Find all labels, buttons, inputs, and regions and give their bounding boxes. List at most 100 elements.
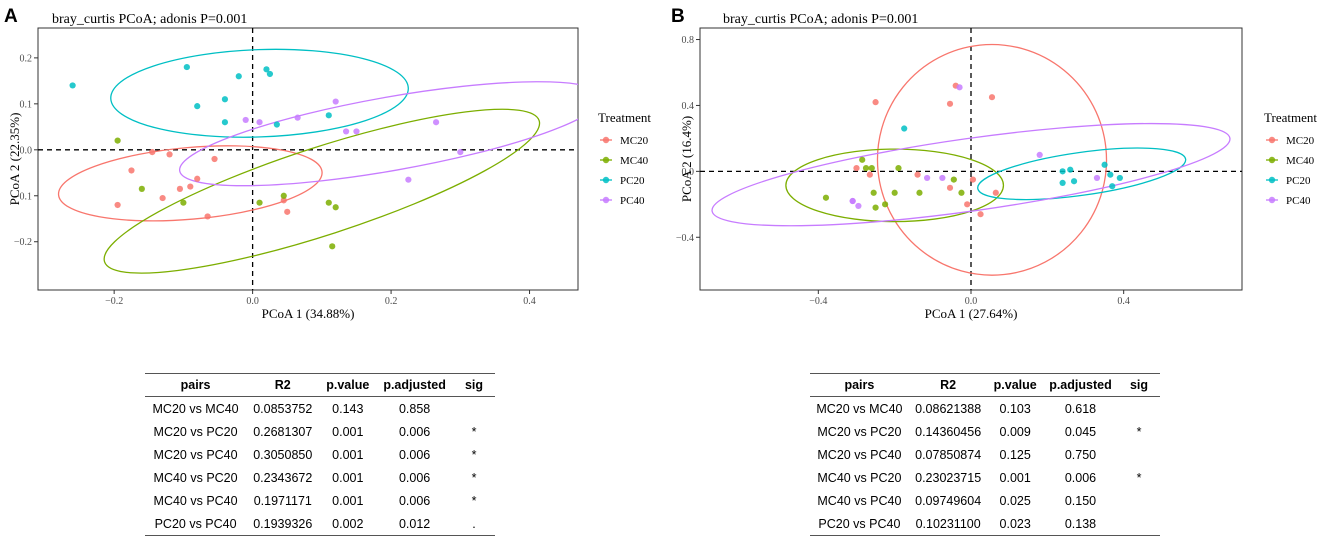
cell-p-value: 0.103	[999, 401, 1031, 416]
point-mc40	[329, 243, 336, 250]
cell-r2: 0.0853752	[253, 401, 313, 416]
point-pc20	[1116, 174, 1123, 182]
table-row: MC40 vs PC40 0.09749604 0.025 0.150	[810, 489, 1160, 512]
table-row: MC20 vs PC20 0.14360456 0.009 0.045 *	[810, 420, 1160, 443]
cell-pairs: PC20 vs PC40	[154, 516, 237, 531]
point-mc40	[870, 189, 877, 196]
point-pc40	[432, 119, 440, 126]
header-sig: sig	[1129, 378, 1149, 392]
point-pc40	[956, 84, 963, 91]
table-row: MC20 vs PC20 0.2681307 0.001 0.006 *	[145, 420, 495, 443]
cell-p-value: 0.001	[332, 470, 364, 485]
cell-p-value: 0.025	[999, 493, 1031, 508]
cell-p-adjusted: 0.858	[398, 401, 431, 416]
ellipse-mc40	[103, 108, 541, 274]
cell-pairs: MC20 vs PC20	[817, 424, 902, 439]
figure-canvas: A B bray_curtis PCoA; adonis P=0.001 −0.2…	[4, 6, 1317, 321]
cell-sig: *	[471, 493, 477, 508]
cell-sig	[1118, 489, 1160, 512]
point-pc20	[235, 73, 242, 80]
legend-label-mc40: MC40	[1286, 155, 1315, 167]
y-tick-label: −0.1	[14, 191, 32, 202]
cell-r2: 0.07850874	[915, 447, 982, 462]
y-axis-label: PCoA 2 (16.4%)	[679, 116, 694, 202]
legend-label-mc20: MC20	[620, 135, 649, 147]
cell-sig	[453, 397, 495, 421]
table-header-row: pairs R2 p.value p.adjusted sig	[810, 373, 1160, 397]
cell-pairs: MC20 vs PC40	[153, 447, 238, 462]
header-pairs: pairs	[844, 378, 875, 392]
point-pc20	[194, 103, 201, 110]
x-axis-label: PCoA 1 (27.64%)	[925, 306, 1018, 321]
point-pc20	[1059, 168, 1066, 175]
legend-key-point	[602, 136, 610, 144]
legend-key-point	[602, 156, 610, 164]
point-pc20	[266, 70, 274, 78]
legend-key-point	[1268, 136, 1276, 144]
y-tick-label: 0.2	[20, 53, 33, 64]
point-mc20	[988, 94, 996, 101]
panel-letter-b: B	[671, 6, 685, 27]
x-tick-label: −0.4	[809, 296, 827, 307]
header-sig: sig	[464, 378, 484, 392]
header-p-adjusted: p.adjusted	[383, 378, 446, 392]
chart-title: bray_curtis PCoA; adonis P=0.001	[723, 12, 918, 27]
header-p-value: p.value	[993, 378, 1037, 392]
y-tick-label: 0.4	[682, 101, 695, 112]
ellipse-layer	[57, 48, 578, 274]
table-header-row: pairs R2 p.value p.adjusted sig	[145, 373, 495, 397]
point-mc40	[891, 189, 898, 196]
point-mc20	[166, 151, 173, 158]
point-mc40	[862, 164, 870, 172]
cell-sig: *	[471, 447, 477, 462]
point-pc40	[924, 174, 931, 182]
point-mc40	[332, 204, 339, 211]
cell-p-adjusted: 0.150	[1064, 493, 1097, 508]
ellipse-pc40	[178, 81, 578, 187]
point-pc40	[332, 98, 339, 105]
point-mc20	[114, 201, 121, 209]
point-mc40	[138, 185, 145, 192]
point-mc20	[211, 155, 218, 163]
point-mc40	[950, 176, 957, 183]
point-mc40	[859, 156, 866, 163]
cell-p-adjusted: 0.750	[1064, 447, 1097, 462]
cell-p-adjusted: 0.138	[1064, 516, 1097, 531]
point-pc40	[855, 202, 862, 210]
table-row: MC40 vs PC40 0.1971171 0.001 0.006 *	[145, 489, 495, 512]
cell-sig: .	[472, 516, 476, 531]
point-mc40	[822, 194, 830, 201]
point-pc20	[1101, 161, 1108, 168]
plot-frame	[37, 27, 579, 291]
x-tick-label: 0.0	[965, 296, 978, 307]
table-row: PC20 vs PC40 0.1939326 0.002 0.012.	[145, 512, 495, 536]
cell-p-value: 0.023	[999, 516, 1031, 531]
x-tick-label: 0.4	[1117, 296, 1130, 307]
cell-sig	[1118, 397, 1160, 421]
cell-p-adjusted: 0.006	[398, 493, 431, 508]
point-pc40	[457, 149, 464, 156]
point-mc20	[176, 185, 184, 192]
point-pc40	[1093, 174, 1101, 182]
table-row: MC40 vs PC20 0.23023715 0.001 0.006 *	[810, 466, 1160, 489]
cell-pairs: MC20 vs MC40	[816, 401, 903, 416]
legend-key-point	[602, 196, 610, 204]
chart-title: bray_curtis PCoA; adonis P=0.001	[52, 12, 247, 27]
cell-p-adjusted: 0.618	[1064, 401, 1097, 416]
cell-r2: 0.09749604	[915, 493, 982, 508]
point-mc20	[128, 167, 135, 174]
cell-sig: *	[1136, 424, 1142, 439]
cell-pairs: MC40 vs PC40	[153, 493, 238, 508]
cell-p-adjusted: 0.012	[398, 516, 431, 531]
y-tick-label: −0.4	[676, 233, 694, 244]
cell-pairs: MC40 vs PC20	[153, 470, 238, 485]
table-body: MC20 vs MC40 0.08621388 0.103 0.618 MC20 vs …	[810, 397, 1160, 536]
y-tick-label: 0.0	[682, 167, 695, 178]
legend-label-pc20: PC20	[620, 175, 645, 187]
header-r2: R2	[274, 378, 291, 392]
point-pc20	[1109, 183, 1116, 190]
point-mc20	[946, 184, 954, 191]
header-r2: R2	[940, 378, 957, 392]
cell-p-value: 0.001	[332, 493, 364, 508]
cell-p-adjusted: 0.006	[1064, 470, 1097, 485]
